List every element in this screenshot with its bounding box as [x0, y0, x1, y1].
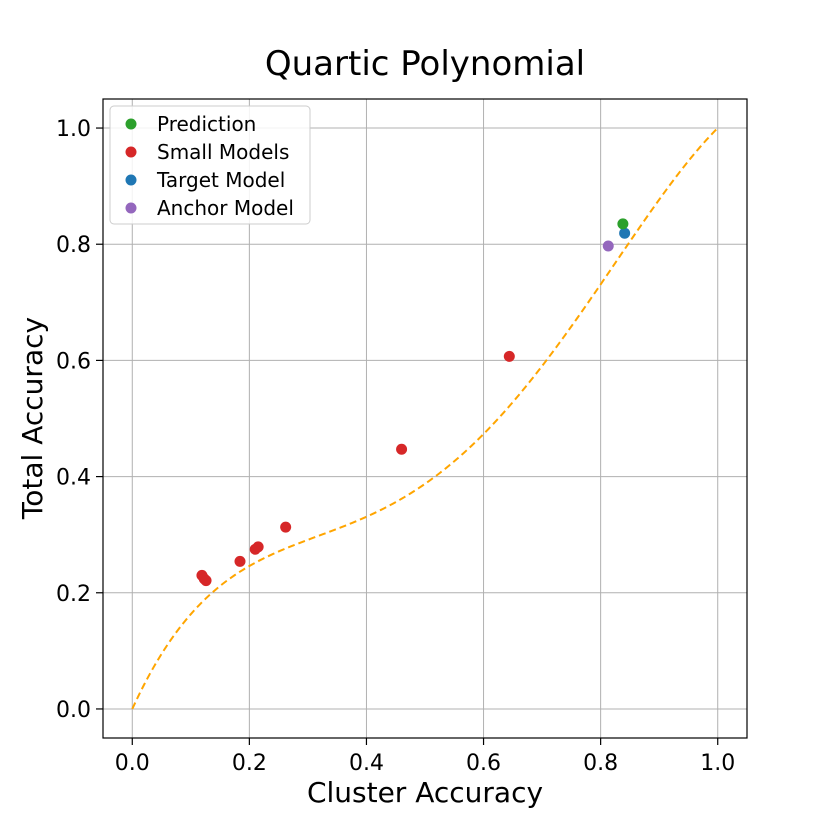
legend-marker-anchor-model [125, 202, 137, 214]
legend-label-anchor-model: Anchor Model [157, 196, 294, 220]
target-model-point [619, 227, 631, 239]
x-tick-label: 1.0 [700, 751, 735, 776]
anchor-model-point [602, 240, 614, 252]
fit-curve [131, 127, 719, 710]
x-axis-label: Cluster Accuracy [307, 776, 543, 809]
legend-marker-small-models [125, 146, 137, 158]
legend: Prediction Small Models Target Model Anchor… [109, 105, 311, 225]
x-tick-label: 0.8 [583, 751, 618, 776]
small-models-point [396, 443, 408, 455]
chart-title: Quartic Polynomial [265, 44, 585, 84]
small-models-point [200, 575, 212, 587]
x-tick-label: 0.6 [466, 751, 501, 776]
legend-label-target-model: Target Model [156, 168, 285, 192]
legend-label-prediction: Prediction [157, 112, 256, 136]
legend-label-small-models: Small Models [157, 140, 289, 164]
y-axis-label: Total Accuracy [16, 317, 49, 520]
small-models-point [503, 350, 515, 362]
y-tick-label: 0.0 [56, 698, 91, 723]
y-tick-label: 1.0 [56, 117, 91, 142]
small-models-point [252, 541, 264, 553]
x-tick-label: 0.0 [115, 751, 150, 776]
y-tick-label: 0.2 [56, 582, 91, 607]
grid [103, 99, 747, 738]
legend-marker-prediction [125, 118, 137, 130]
small-models-point [234, 555, 246, 567]
x-axis: 0.0 0.2 0.4 0.6 0.8 1.0 [115, 738, 735, 776]
small-models-point [280, 521, 292, 533]
x-tick-label: 0.4 [349, 751, 384, 776]
plot-frame [102, 98, 748, 739]
x-tick-label: 0.2 [232, 751, 267, 776]
y-tick-label: 0.6 [56, 349, 91, 374]
prediction-point [617, 218, 629, 230]
y-tick-label: 0.8 [56, 233, 91, 258]
legend-marker-target-model [125, 174, 137, 186]
y-axis: 0.0 0.2 0.4 0.6 0.8 1.0 [56, 117, 103, 723]
legend-box [109, 105, 311, 225]
data-points [196, 218, 631, 587]
y-tick-label: 0.4 [56, 466, 91, 491]
